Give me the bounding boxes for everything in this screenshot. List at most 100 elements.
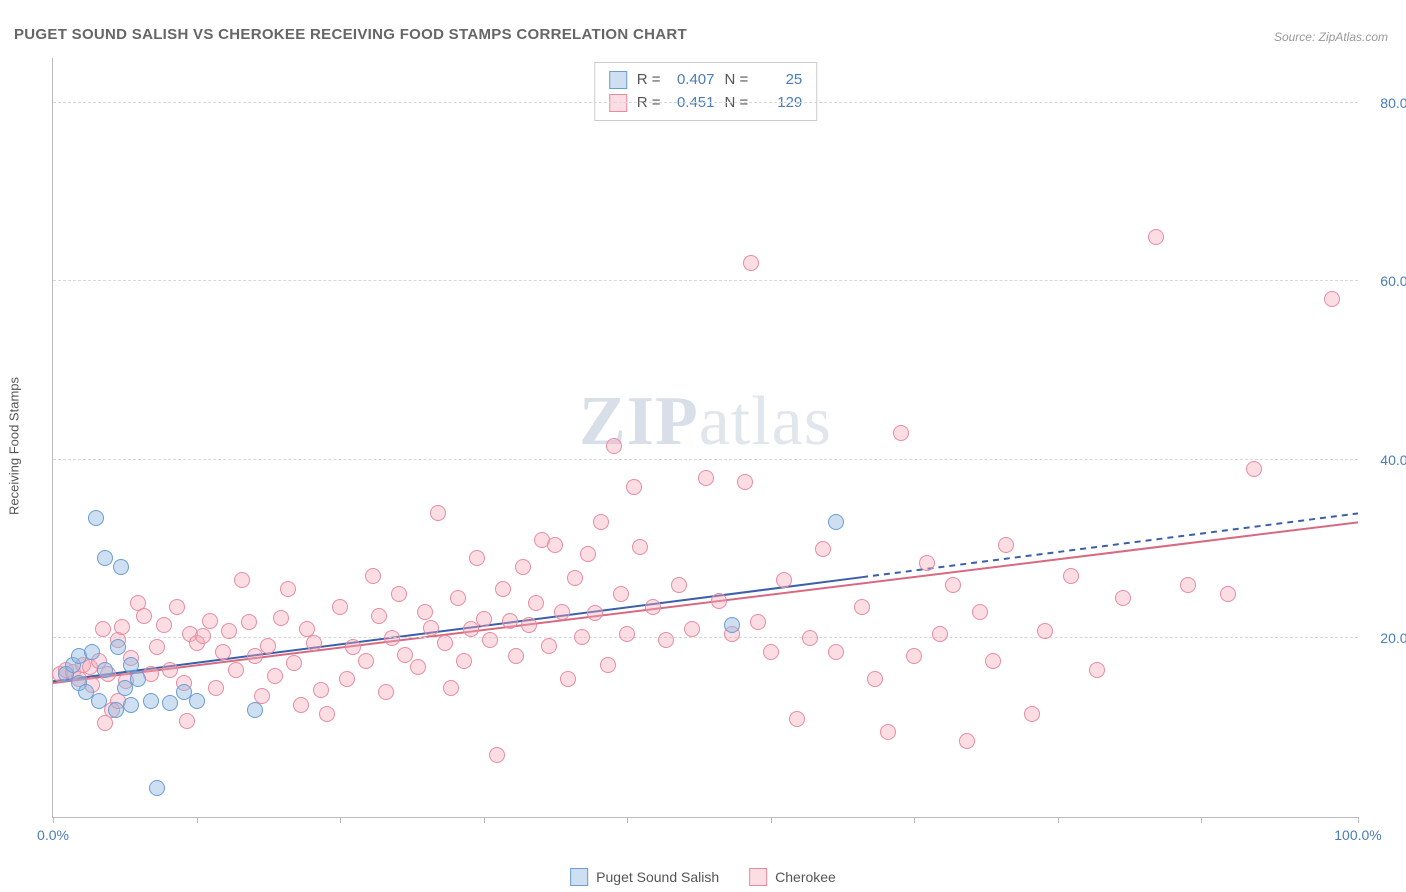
gridline-horizontal: 60.0% [53, 280, 1358, 281]
scatter-point [149, 639, 165, 655]
scatter-point [521, 617, 537, 633]
scatter-point [397, 647, 413, 663]
scatter-point [215, 644, 231, 660]
scatter-point [91, 693, 107, 709]
scatter-point [711, 593, 727, 609]
scatter-point [632, 539, 648, 555]
y-tick-label: 80.0% [1364, 95, 1406, 111]
scatter-point [1324, 291, 1340, 307]
scatter-point [828, 514, 844, 530]
scatter-point [437, 635, 453, 651]
stats-row-series-a: R = 0.407 N = 25 [609, 69, 803, 92]
scatter-point [593, 514, 609, 530]
scatter-point [776, 572, 792, 588]
x-tick [1058, 817, 1059, 823]
source-attribution: Source: ZipAtlas.com [1274, 30, 1388, 44]
x-tick [484, 817, 485, 823]
gridline-horizontal: 80.0% [53, 102, 1358, 103]
scatter-point [613, 586, 629, 602]
scatter-point [195, 628, 211, 644]
x-tick-label: 100.0% [1334, 827, 1381, 843]
scatter-point [114, 619, 130, 635]
scatter-point [750, 614, 766, 630]
x-tick [1358, 817, 1359, 823]
scatter-point [1037, 623, 1053, 639]
scatter-point [156, 617, 172, 633]
x-tick-label: 0.0% [37, 827, 69, 843]
scatter-point [208, 680, 224, 696]
scatter-point [880, 724, 896, 740]
scatter-point [130, 671, 146, 687]
scatter-point [247, 702, 263, 718]
scatter-point [737, 474, 753, 490]
x-tick [53, 817, 54, 823]
scatter-point [143, 693, 159, 709]
scatter-point [97, 550, 113, 566]
scatter-point [332, 599, 348, 615]
scatter-point [482, 632, 498, 648]
scatter-point [417, 604, 433, 620]
scatter-point [600, 657, 616, 673]
scatter-point [587, 605, 603, 621]
scatter-point [724, 617, 740, 633]
scatter-point [267, 668, 283, 684]
scatter-point [619, 626, 635, 642]
y-axis-label: Receiving Food Stamps [7, 377, 22, 515]
scatter-point [547, 537, 563, 553]
scatter-point [985, 653, 1001, 669]
scatter-point [241, 614, 257, 630]
x-tick [627, 817, 628, 823]
scatter-point [789, 711, 805, 727]
scatter-point [560, 671, 576, 687]
scatter-point [293, 697, 309, 713]
scatter-point [365, 568, 381, 584]
scatter-point [162, 662, 178, 678]
scatter-point [698, 470, 714, 486]
y-tick-label: 40.0% [1364, 452, 1406, 468]
scatter-point [456, 653, 472, 669]
scatter-point [95, 621, 111, 637]
scatter-point [202, 613, 218, 629]
scatter-point [554, 604, 570, 620]
scatter-point [463, 621, 479, 637]
scatter-point [1115, 590, 1131, 606]
legend-item-series-b: Cherokee [749, 868, 836, 886]
scatter-point [1220, 586, 1236, 602]
scatter-point [658, 632, 674, 648]
chart-title: PUGET SOUND SALISH VS CHEROKEE RECEIVING… [14, 26, 687, 43]
scatter-point [319, 706, 335, 722]
scatter-point [684, 621, 700, 637]
scatter-point [358, 653, 374, 669]
scatter-point [247, 648, 263, 664]
scatter-point [972, 604, 988, 620]
scatter-point [391, 586, 407, 602]
scatter-point [626, 479, 642, 495]
scatter-point [893, 425, 909, 441]
scatter-point [802, 630, 818, 646]
scatter-plot-area: ZIPatlas R = 0.407 N = 25 R = 0.451 N = … [52, 58, 1358, 818]
scatter-point [162, 695, 178, 711]
scatter-point [136, 608, 152, 624]
scatter-point [189, 693, 205, 709]
scatter-point [84, 644, 100, 660]
y-tick-label: 60.0% [1364, 273, 1406, 289]
scatter-point [108, 702, 124, 718]
scatter-point [508, 648, 524, 664]
scatter-point [815, 541, 831, 557]
gridline-horizontal: 40.0% [53, 459, 1358, 460]
scatter-point [1246, 461, 1262, 477]
gridline-horizontal: 20.0% [53, 637, 1358, 638]
scatter-point [371, 608, 387, 624]
scatter-point [606, 438, 622, 454]
swatch-series-b [609, 94, 627, 112]
scatter-point [1063, 568, 1079, 584]
scatter-point [1089, 662, 1105, 678]
scatter-point [580, 546, 596, 562]
scatter-point [110, 639, 126, 655]
scatter-point [743, 255, 759, 271]
x-tick [340, 817, 341, 823]
scatter-point [423, 620, 439, 636]
scatter-point [671, 577, 687, 593]
scatter-point [313, 682, 329, 698]
swatch-series-b-bottom [749, 868, 767, 886]
